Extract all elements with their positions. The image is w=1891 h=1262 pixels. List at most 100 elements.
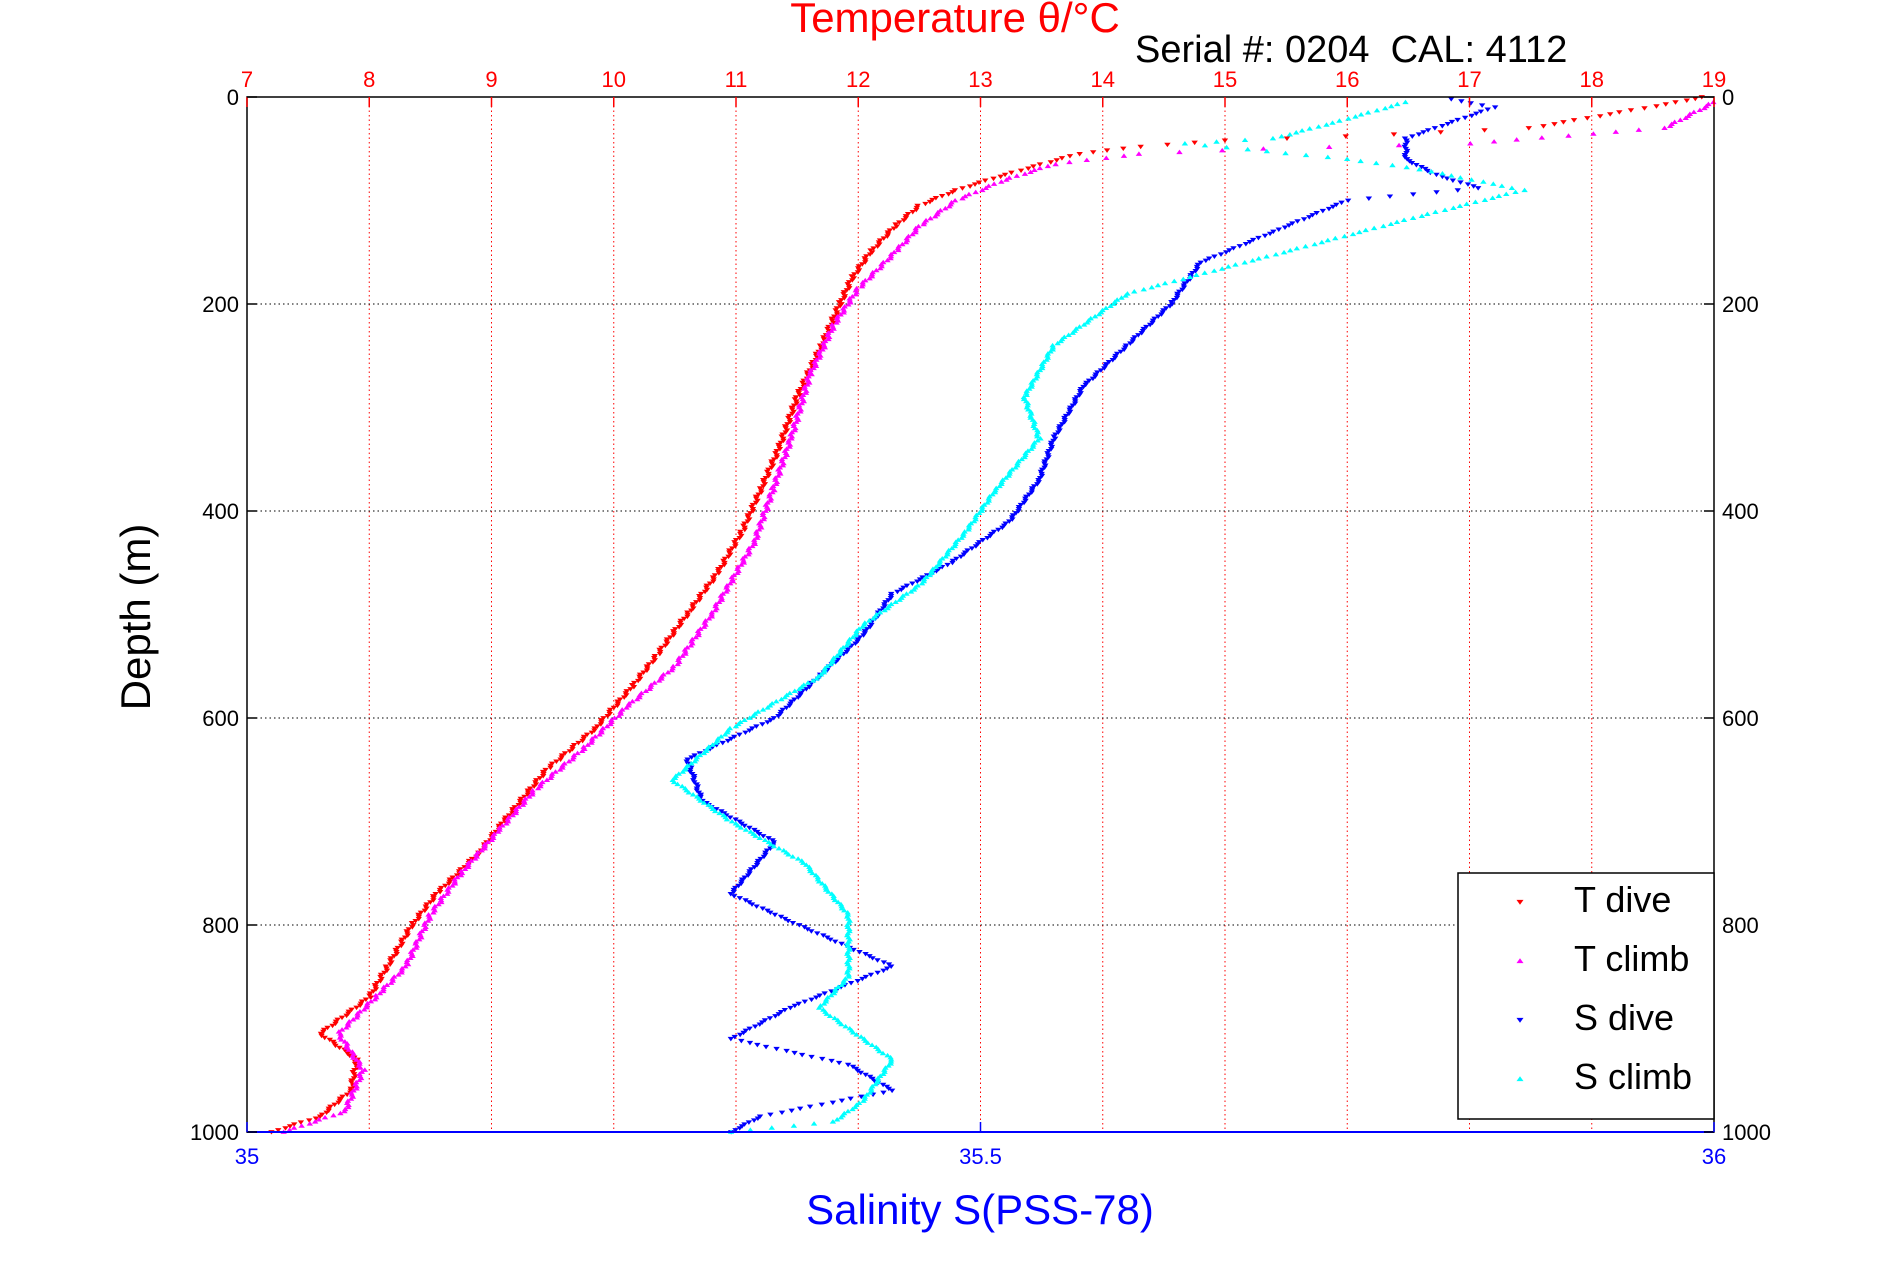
s-climb-point (1269, 135, 1277, 141)
s-climb-point (896, 597, 903, 602)
t-climb-point (552, 769, 559, 774)
t-dive-point (530, 784, 538, 789)
s-climb-point (1255, 255, 1262, 261)
s-dive-point (999, 525, 1006, 531)
s-dive-point (1202, 258, 1210, 264)
legend-label-s-climb: S climb (1574, 1056, 1692, 1097)
t-dive-point (1525, 126, 1532, 131)
t-climb-point (972, 189, 979, 195)
s-dive-point (1230, 246, 1237, 251)
s-dive-point (1138, 331, 1145, 336)
t-climb-point (727, 580, 734, 586)
s-dive-point (1439, 124, 1446, 129)
legend-marker-s-climb (1516, 1076, 1524, 1082)
s-climb-point (1223, 144, 1230, 150)
t-dive-point (849, 278, 856, 283)
s-dive-point (796, 1106, 804, 1112)
s-dive-point (880, 960, 888, 965)
s-dive-point (1333, 202, 1340, 208)
t-climb-point (421, 920, 429, 925)
s-dive-point (953, 556, 960, 562)
s-climb-point (859, 624, 866, 629)
s-dive-point (762, 1044, 770, 1050)
s-dive-point (1289, 221, 1296, 226)
s-climb-point (1225, 264, 1232, 269)
s-dive-point (883, 966, 891, 972)
s-climb-point (754, 709, 762, 714)
t-dive-point (442, 883, 449, 889)
s-dive-point (818, 1102, 825, 1108)
s-climb-point (747, 829, 754, 834)
s-climb-point (1416, 166, 1423, 172)
t-climb-point (675, 655, 683, 660)
s-climb-point (1043, 357, 1050, 362)
s-dive-point (781, 1007, 789, 1013)
s-dive-point (1344, 198, 1352, 204)
t-climb-point (363, 1004, 371, 1010)
t-climb-point (751, 541, 759, 547)
s-climb-point (1023, 388, 1030, 393)
s-dive-point (862, 974, 870, 980)
s-climb-point (844, 949, 852, 954)
t-climb-point (543, 777, 551, 783)
s-climb-point (836, 651, 844, 656)
s-dive-point (1236, 244, 1243, 249)
t-dive-point (1616, 110, 1623, 115)
s-climb-point (1076, 324, 1083, 329)
s-dive-point (784, 918, 792, 924)
temperature-tick-label: 13 (968, 67, 992, 92)
t-climb-point (751, 539, 758, 544)
temperature-tick-label: 15 (1213, 67, 1237, 92)
t-dive-point (684, 614, 691, 620)
s-climb-point (1002, 475, 1010, 480)
s-dive-point (820, 933, 827, 938)
t-climb-point (353, 1015, 361, 1020)
s-climb-point (717, 734, 725, 739)
s-dive-point (860, 633, 867, 638)
s-dive-point (1211, 254, 1218, 259)
t-climb-point (895, 247, 902, 253)
s-climb-point (887, 1054, 894, 1060)
s-dive-point (1484, 107, 1491, 112)
t-dive-point (1090, 150, 1097, 155)
s-climb-point (1036, 367, 1044, 373)
s-climb-point (803, 862, 810, 867)
s-climb-point (1439, 171, 1446, 176)
t-dive-point (321, 1035, 328, 1041)
t-climb-point (1219, 147, 1226, 153)
s-climb-point (838, 1021, 845, 1027)
s-dive-point (751, 865, 758, 870)
s-dive-point (819, 1056, 826, 1062)
s-climb-point (849, 634, 857, 640)
t-climb-point (345, 1047, 353, 1052)
s-climb-point (942, 553, 949, 559)
s-climb-point (700, 750, 708, 756)
s-climb-point (1286, 131, 1294, 137)
s-climb-point (936, 558, 944, 563)
x-axis-label: Salinity S(PSS-78) (806, 1186, 1154, 1233)
t-climb-point (481, 845, 488, 851)
s-climb-point (1069, 330, 1076, 335)
legend-marker-s-dive (1516, 1017, 1524, 1023)
depth-tick-label-left: 600 (202, 706, 239, 731)
t-dive-point (715, 571, 723, 576)
s-dive-point (944, 562, 951, 568)
s-dive-point (1338, 200, 1345, 206)
t-climb-point (1021, 171, 1029, 176)
s-climb-point (1324, 154, 1332, 160)
t-climb-point (887, 255, 894, 261)
s-dive-point (751, 1024, 759, 1029)
s-dive-point (688, 755, 695, 760)
s-dive-point (858, 1094, 865, 1100)
t-climb-point (740, 560, 748, 565)
t-climb-point (1044, 163, 1052, 169)
s-climb-point (1033, 431, 1041, 437)
s-dive-point (827, 937, 834, 943)
t-climb-point (440, 893, 447, 898)
t-climb-point (738, 562, 745, 567)
s-dive-point (744, 873, 752, 878)
t-climb-point (1590, 131, 1597, 136)
s-climb-point (845, 974, 853, 979)
s-dive-point (789, 921, 797, 926)
s-climb-point (829, 1119, 837, 1124)
